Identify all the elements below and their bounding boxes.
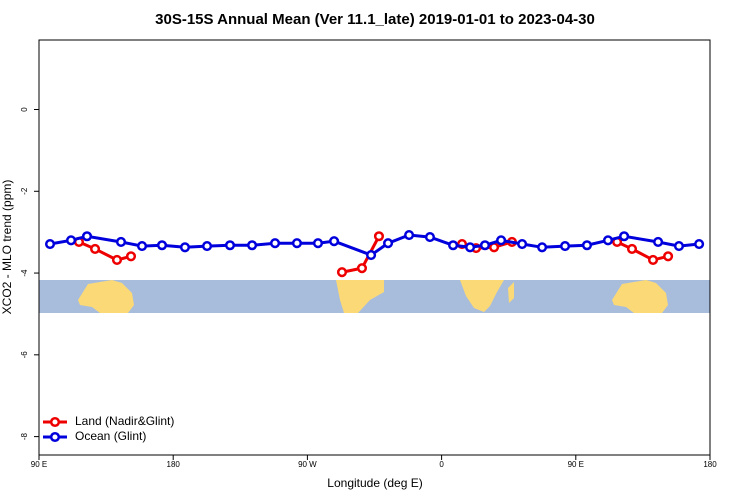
y-axis-label: XCO2 - MLO trend (ppm) <box>0 180 14 315</box>
point <box>626 243 638 254</box>
point <box>336 267 348 278</box>
point <box>581 240 593 251</box>
point <box>517 238 528 250</box>
point <box>373 231 385 242</box>
point <box>90 243 101 254</box>
y-tick-label: -6 <box>20 351 29 359</box>
point <box>663 251 674 262</box>
point <box>673 241 685 252</box>
point <box>619 231 630 242</box>
point <box>602 235 614 246</box>
x-tick-label: 90 E <box>568 460 584 469</box>
point <box>448 240 459 251</box>
y-tick-label: 0 <box>20 107 29 112</box>
y-tick-label: -2 <box>20 187 29 195</box>
y-tick-label: -4 <box>20 269 29 277</box>
point <box>136 241 148 252</box>
point <box>496 235 507 246</box>
legend-label: Land (Nadir&Glint) <box>75 414 174 428</box>
chart-title: 30S-15S Annual Mean (Ver 11.1_late) 2019… <box>155 11 595 28</box>
point <box>356 263 368 274</box>
point <box>694 238 705 250</box>
point <box>404 229 415 241</box>
point <box>465 242 476 253</box>
point <box>44 238 56 250</box>
point <box>201 241 213 252</box>
point <box>269 238 281 249</box>
y-tick-label: -8 <box>20 432 29 440</box>
point <box>66 235 77 246</box>
point <box>224 240 236 251</box>
point <box>156 240 168 251</box>
x-tick-label: 90 E <box>31 460 47 469</box>
point <box>560 241 571 252</box>
x-tick-label: 0 <box>439 460 444 469</box>
point <box>366 250 377 261</box>
point <box>424 232 436 243</box>
point <box>115 236 127 248</box>
x-axis-label: Longitude (deg E) <box>327 476 422 490</box>
point <box>383 238 394 249</box>
point <box>125 251 137 262</box>
point <box>537 242 548 253</box>
legend-marker <box>49 431 61 443</box>
x-tick-label: 90 W <box>298 460 317 469</box>
legend-marker <box>49 416 61 428</box>
legend-label: Ocean (Glint) <box>75 429 146 443</box>
plot-frame <box>38 39 711 456</box>
point <box>81 231 93 242</box>
x-tick-label: 180 <box>167 460 181 469</box>
map-strip <box>39 280 710 313</box>
point <box>653 236 664 248</box>
point <box>247 240 258 251</box>
point <box>179 242 191 253</box>
point <box>329 236 340 247</box>
point <box>111 254 123 266</box>
point <box>647 254 659 266</box>
point <box>479 240 491 251</box>
point <box>312 238 324 249</box>
point <box>291 238 303 249</box>
x-tick-label: 180 <box>703 460 717 469</box>
